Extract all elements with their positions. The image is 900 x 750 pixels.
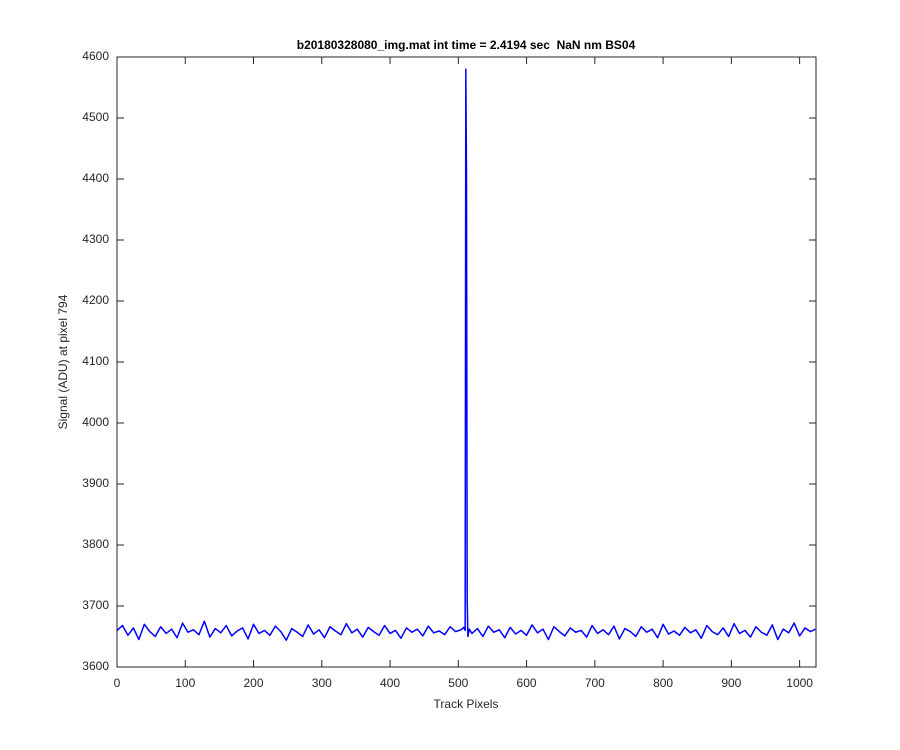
y-tick-label: 4400 xyxy=(82,171,109,185)
x-tick-label: 800 xyxy=(653,676,673,690)
y-tick-label: 4300 xyxy=(82,232,109,246)
x-tick-label: 600 xyxy=(517,676,537,690)
y-tick-label: 3800 xyxy=(82,537,109,551)
y-tick-label: 3900 xyxy=(82,476,109,490)
x-tick-label: 0 xyxy=(114,676,121,690)
x-tick-label: 300 xyxy=(312,676,332,690)
y-tick-label: 3700 xyxy=(82,598,109,612)
x-tick-label: 500 xyxy=(448,676,468,690)
y-tick-label: 4500 xyxy=(82,110,109,124)
x-tick-label: 700 xyxy=(585,676,605,690)
x-tick-label: 900 xyxy=(721,676,741,690)
x-tick-label: 400 xyxy=(380,676,400,690)
x-tick-label: 1000 xyxy=(786,676,813,690)
x-tick-label: 200 xyxy=(244,676,264,690)
signal-line xyxy=(116,68,816,641)
y-tick-label: 4200 xyxy=(82,293,109,307)
y-tick-label: 4100 xyxy=(82,354,109,368)
x-axis-label: Track Pixels xyxy=(434,697,499,711)
y-tick-label: 4600 xyxy=(82,49,109,63)
x-tick-label: 100 xyxy=(175,676,195,690)
y-axis-label: Signal (ADU) at pixel 794 xyxy=(56,294,70,429)
chart-title: b20180328080_img.mat int time = 2.4194 s… xyxy=(297,38,636,52)
y-tick-label: 3600 xyxy=(82,659,109,673)
y-tick-label: 4000 xyxy=(82,415,109,429)
